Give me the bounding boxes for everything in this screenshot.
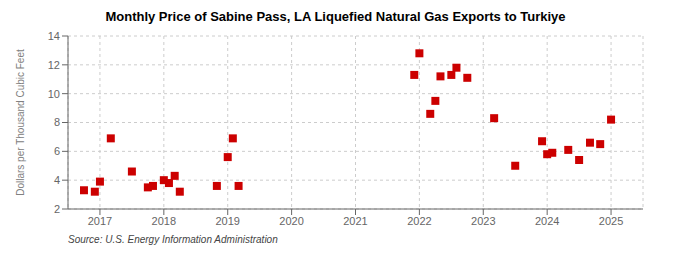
svg-text:2: 2: [54, 203, 60, 215]
svg-text:2022: 2022: [407, 215, 431, 227]
svg-text:2025: 2025: [599, 215, 623, 227]
svg-text:2020: 2020: [279, 215, 303, 227]
svg-text:2024: 2024: [535, 215, 559, 227]
svg-text:6: 6: [54, 145, 60, 157]
svg-text:10: 10: [48, 88, 60, 100]
html-text:Source: U.S. Energy Informatio: Source: U.S. Energy Information Administ…: [68, 234, 278, 245]
html-text:Monthly Price of Sabine Pass,: Monthly Price of Sabine Pass, LA Liquefi…: [105, 9, 566, 24]
svg-text:2017: 2017: [88, 215, 112, 227]
svg-text:4: 4: [54, 174, 60, 186]
svg-text:12: 12: [48, 59, 60, 71]
svg-text:8: 8: [54, 116, 60, 128]
svg-text:2023: 2023: [471, 215, 495, 227]
svg-text:2018: 2018: [152, 215, 176, 227]
svg-text:2021: 2021: [343, 215, 367, 227]
svg-text:14: 14: [48, 30, 60, 42]
svg-text:Dollars per Thousand Cubic Fee: Dollars per Thousand Cubic Feet: [15, 49, 26, 196]
svg-text:2019: 2019: [215, 215, 239, 227]
